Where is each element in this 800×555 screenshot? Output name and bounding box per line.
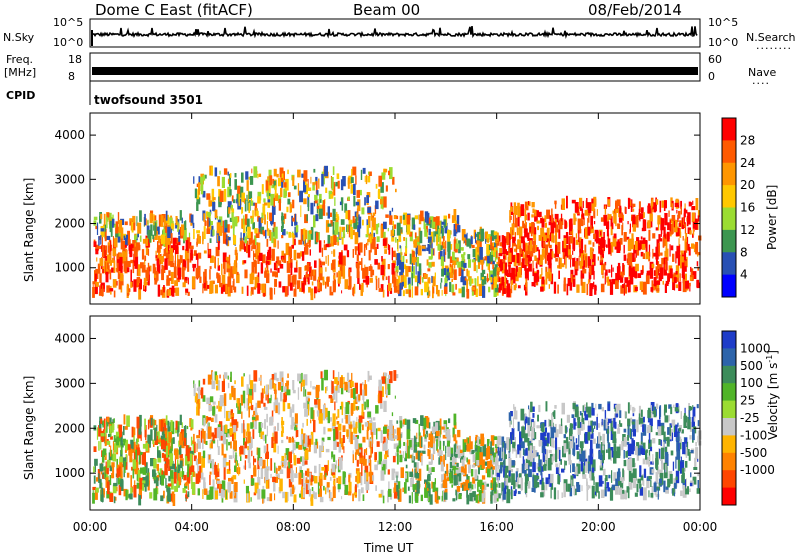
ytick-label: 1000: [54, 466, 85, 480]
xtick-label: 08:00: [276, 520, 311, 534]
xtick-label: 00:00: [73, 520, 108, 534]
velocity-colorbar-tick: 100: [740, 376, 763, 390]
ytick-label: 2000: [54, 421, 85, 435]
velocity-colorbar-swatch: [722, 453, 736, 471]
power-colorbar-tick: 24: [740, 156, 755, 170]
velocity-colorbar-swatch: [722, 366, 736, 384]
ytick-label: 4000: [54, 331, 85, 345]
velocity-colorbar-swatch: [722, 418, 736, 436]
ytick-label: 2000: [54, 217, 85, 231]
velocity-colorbar-swatch: [722, 470, 736, 488]
power-colorbar-tick: 16: [740, 201, 755, 215]
velocity-colorbar-swatch: [722, 401, 736, 419]
xtick-label: 16:00: [479, 520, 514, 534]
xtick-label: 00:00: [683, 520, 718, 534]
power-colorbar-swatch: [722, 163, 736, 186]
velocity-colorbar-tick: -500: [740, 446, 767, 460]
ytick-label: 3000: [54, 172, 85, 186]
xtick-label: 04:00: [174, 520, 209, 534]
velocity-colorbar-tick: 25: [740, 394, 755, 408]
velocity-colorbar-tick: -100: [740, 428, 767, 442]
power-colorbar-tick: 28: [740, 133, 755, 147]
power-colorbar-swatch: [722, 275, 736, 298]
power-colorbar-swatch: [722, 208, 736, 231]
ytick-label: 3000: [54, 376, 85, 390]
velocity-colorbar-swatch: [722, 488, 736, 506]
power-colorbar-swatch: [722, 252, 736, 275]
velocity-colorbar-swatch: [722, 383, 736, 401]
power-colorbar-swatch: [722, 118, 736, 141]
freq-trace: [92, 67, 698, 75]
velocity-colorbar-swatch: [722, 348, 736, 366]
velocity-colorbar-swatch: [722, 435, 736, 453]
xtick-label: 12:00: [378, 520, 413, 534]
power-colorbar-tick: 20: [740, 178, 755, 192]
power-colorbar-swatch: [722, 140, 736, 163]
power-colorbar-swatch: [722, 230, 736, 253]
velocity-colorbar-tick: 1000: [740, 341, 771, 355]
ytick-label: 1000: [54, 261, 85, 275]
power-colorbar-tick: 8: [740, 245, 748, 259]
noise-trace: [92, 26, 697, 36]
power-colorbar-tick: 12: [740, 223, 755, 237]
velocity-colorbar-swatch: [722, 331, 736, 349]
xtick-label: 20:00: [581, 520, 616, 534]
velocity-colorbar-tick: -1000: [740, 463, 775, 477]
velocity-colorbar-tick: 500: [740, 359, 763, 373]
power-colorbar-swatch: [722, 185, 736, 208]
velocity-colorbar-tick: -25: [740, 411, 760, 425]
power-colorbar-tick: 4: [740, 268, 748, 282]
ytick-label: 4000: [54, 128, 85, 142]
